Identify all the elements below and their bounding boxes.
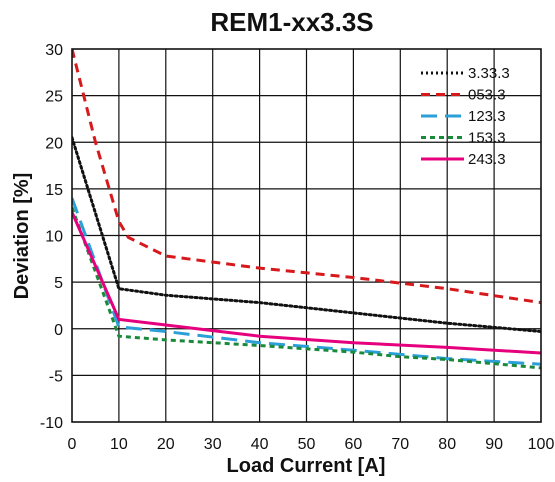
y-tick-label: -10 bbox=[40, 415, 63, 432]
legend: 3.33.3 053.3 123.3 153.3 243.3 bbox=[421, 65, 510, 168]
chart-title: REM1-xx3.3S bbox=[210, 7, 373, 37]
series-line-1 bbox=[72, 49, 541, 305]
x-tick-label: 40 bbox=[251, 436, 269, 453]
y-tick-label: 10 bbox=[45, 229, 63, 246]
y-axis-label: Deviation [%] bbox=[11, 173, 33, 300]
legend-label: 053.3 bbox=[468, 87, 506, 104]
series-line-2 bbox=[72, 197, 541, 366]
x-tick-label: 60 bbox=[345, 436, 363, 453]
x-tick-label: 10 bbox=[110, 436, 128, 453]
legend-label: 243.3 bbox=[468, 151, 506, 168]
series-line-3 bbox=[72, 206, 541, 370]
plot-frame bbox=[71, 48, 542, 423]
legend-label: 153.3 bbox=[468, 130, 506, 147]
x-tick-label: 90 bbox=[485, 436, 503, 453]
x-tick-label: 30 bbox=[204, 436, 222, 453]
legend-label: 3.33.3 bbox=[468, 65, 510, 82]
y-tick-label: 25 bbox=[45, 89, 63, 106]
x-tick-label: 70 bbox=[391, 436, 409, 453]
y-tick-label: 30 bbox=[45, 42, 63, 59]
x-tick-label: 0 bbox=[68, 436, 77, 453]
y-tick-label: 15 bbox=[45, 182, 63, 199]
grid-layer bbox=[72, 49, 541, 422]
series-line-0 bbox=[72, 136, 541, 333]
x-tick-label: 100 bbox=[528, 436, 555, 453]
y-tick-label: 20 bbox=[45, 135, 63, 152]
series-layer bbox=[72, 49, 541, 370]
y-tick-label: 0 bbox=[54, 322, 63, 339]
x-axis-label: Load Current [A] bbox=[227, 455, 386, 477]
y-tick-label: 5 bbox=[54, 275, 63, 292]
y-tick-label: -5 bbox=[49, 368, 63, 385]
legend-label: 123.3 bbox=[468, 108, 506, 125]
x-tick-label: 50 bbox=[298, 436, 316, 453]
x-tick-label: 20 bbox=[157, 436, 175, 453]
series-line-4 bbox=[72, 211, 541, 355]
x-tick-label: 80 bbox=[438, 436, 456, 453]
